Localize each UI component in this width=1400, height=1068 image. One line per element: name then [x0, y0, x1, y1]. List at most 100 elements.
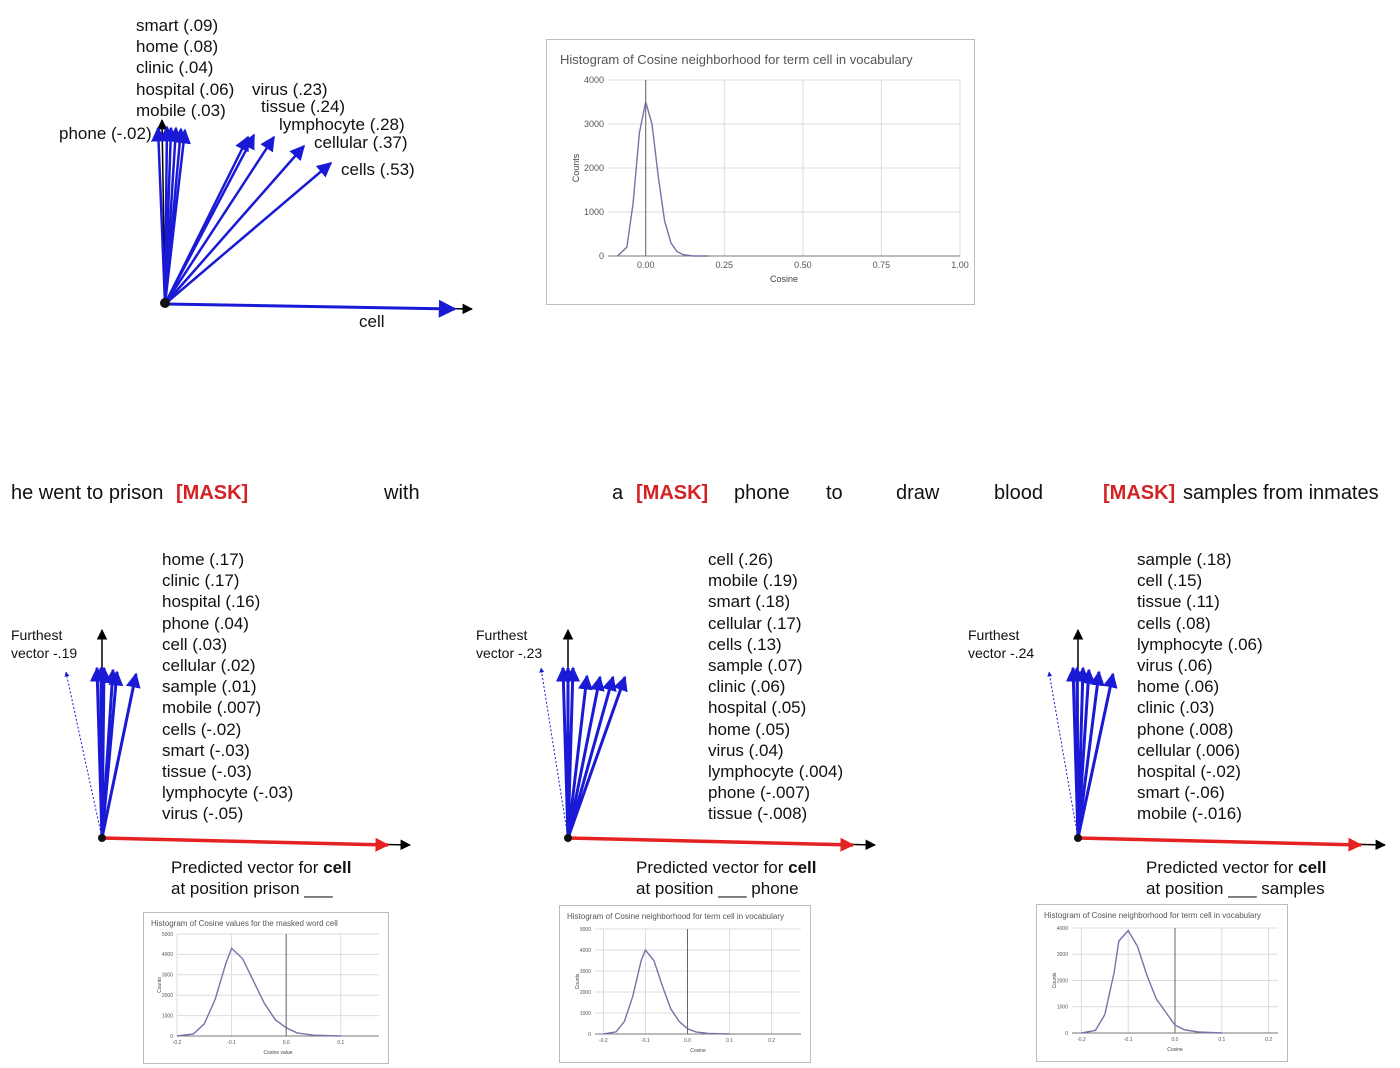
list-item: virus (-.05) — [162, 804, 244, 824]
x-tick-label: 0.2 — [768, 1038, 775, 1044]
neighbor-vector — [566, 674, 593, 839]
list-item: lymphocyte (.06) — [1137, 634, 1263, 654]
panel-3-furthest-label: Furthest vector -.24 — [968, 626, 1034, 662]
y-tick-label: 0 — [170, 1034, 173, 1040]
furthest-line: vector -.19 — [11, 645, 78, 661]
origin-dot — [564, 834, 572, 842]
top-histogram-frame — [546, 39, 975, 305]
x-tick-label: 0.1 — [726, 1038, 733, 1044]
neighbor-label-lymphocyte: lymphocyte (.28) — [279, 115, 405, 134]
x-tick-label: 0.1 — [337, 1040, 344, 1046]
pred-prefix: Predicted vector for — [636, 858, 784, 877]
list-item: clinic (.06) — [708, 677, 786, 697]
x-tick-label: 0.25 — [716, 260, 734, 270]
panel-3-histogram-chart: 0 1000 2000 3000 4000 -0.2 -0.1 0.0 0.1 0.2 Cosine… — [1052, 926, 1278, 1053]
origin-dot — [98, 834, 106, 842]
pred-word: cell — [1298, 858, 1327, 877]
top-histogram-chart: 0 1000 2000 3000 4000 0.00 0.25 0.50 0.75 1.00 Cos… — [571, 75, 969, 284]
y-tick-label: 4000 — [1057, 926, 1068, 932]
x-axis-title: Cosine — [690, 1048, 706, 1054]
distribution-curve — [616, 101, 709, 257]
pred-word: cell — [788, 858, 817, 877]
neighbor-vector — [566, 675, 617, 839]
x-tick-label: -0.1 — [1124, 1037, 1133, 1043]
furthest-vector — [1047, 671, 1079, 839]
y-tick-label: 3000 — [162, 973, 173, 979]
list-item: smart (-.06) — [1137, 783, 1225, 803]
neighbor-vector — [566, 675, 605, 839]
y-tick-label: 4000 — [580, 948, 591, 954]
list-item: tissue (.11) — [1137, 592, 1220, 612]
list-item: phone (.008) — [1137, 719, 1234, 739]
list-item: smart (-.03) — [162, 740, 250, 760]
y-tick-label: 1000 — [580, 1011, 591, 1017]
furthest-line: Furthest — [476, 627, 528, 643]
y-axis-title: Counts — [1052, 972, 1058, 988]
vector-cellular — [163, 135, 250, 305]
neighbor-vector — [566, 675, 628, 839]
list-item: clinic (.17) — [162, 571, 240, 591]
vector-cell — [164, 299, 457, 318]
panel-2-vector-diagram — [539, 628, 877, 852]
panel-3-predicted-caption: Predicted vector for cell at position __… — [1146, 857, 1327, 899]
list-item: cell (.15) — [1137, 571, 1203, 591]
pred-prefix: Predicted vector for — [171, 858, 319, 877]
y-tick-label: 2000 — [162, 993, 173, 999]
y-tick-label: 2000 — [584, 163, 604, 173]
furthest-vector — [64, 671, 103, 839]
list-item: sample (.01) — [162, 677, 257, 697]
y-tick-label: 4000 — [584, 75, 604, 85]
predicted-vector — [1077, 836, 1363, 852]
sentence-word: blood — [994, 482, 1043, 504]
list-item: hospital (.16) — [162, 592, 261, 612]
neighbor-phone-label: phone (-.02) — [59, 124, 152, 143]
y-tick-label: 3000 — [584, 119, 604, 129]
panel-2-predicted-caption: Predicted vector for cell at position __… — [636, 857, 817, 899]
list-item: cell (.03) — [162, 634, 228, 654]
furthest-line: Furthest — [968, 627, 1020, 643]
neighbor-vector — [1076, 668, 1096, 839]
neighbor-label-tissue: tissue (.24) — [261, 97, 346, 116]
y-tick-label: 0 — [599, 251, 604, 261]
furthest-line: vector -.24 — [968, 645, 1035, 661]
list-item: cellular (.006) — [1137, 740, 1240, 760]
y-tick-label: 0 — [1065, 1031, 1068, 1037]
list-item: cellular (.17) — [708, 613, 802, 633]
vector-phone — [151, 126, 167, 305]
list-item: tissue (-.03) — [162, 761, 252, 781]
panel-2-histogram-frame — [559, 905, 811, 1063]
neighbor-label: hospital (.06) — [136, 79, 235, 99]
neighbor-label-cells: cells (.53) — [341, 160, 415, 179]
list-item: mobile (.19) — [708, 571, 798, 591]
mask-token-2: [MASK] — [636, 482, 709, 504]
neighbor-label-cellular: cellular (.37) — [314, 133, 408, 152]
distribution-curve — [176, 947, 341, 1037]
sentence-word: samples from inmates — [1183, 482, 1379, 504]
origin-dot — [1074, 834, 1082, 842]
x-tick-label: -0.2 — [599, 1038, 608, 1044]
neighbor-vector — [96, 666, 112, 839]
panel-1-predicted-caption: Predicted vector for cell at position pr… — [171, 857, 352, 899]
x-tick-label: 0.00 — [637, 260, 655, 270]
x-tick-label: 0.75 — [873, 260, 891, 270]
x-tick-label: 0.0 — [684, 1038, 691, 1044]
y-tick-label: 3000 — [1057, 952, 1068, 958]
list-item: cells (-.02) — [162, 719, 242, 739]
pred-position: at position prison ___ — [171, 879, 333, 898]
list-item: home (.05) — [708, 719, 791, 739]
sentence-word: he went to prison — [11, 482, 164, 504]
y-tick-label: 0 — [588, 1032, 591, 1038]
list-item: clinic (.03) — [1137, 698, 1215, 718]
y-tick-label: 5000 — [580, 927, 591, 933]
list-item: phone (.04) — [162, 613, 249, 633]
top-histogram-title: Histogram of Cosine neighborhood for ter… — [560, 52, 913, 67]
vector-tissue — [163, 135, 276, 305]
y-tick-label: 2000 — [1057, 978, 1068, 984]
pred-position: at position ___ phone — [636, 879, 799, 898]
pred-prefix: Predicted vector for — [1146, 858, 1294, 877]
list-item: sample (.07) — [708, 655, 803, 675]
pred-word: cell — [323, 858, 352, 877]
sentence-word: draw — [896, 482, 940, 504]
sentence-word: phone — [734, 482, 790, 504]
origin-dot — [160, 298, 170, 308]
